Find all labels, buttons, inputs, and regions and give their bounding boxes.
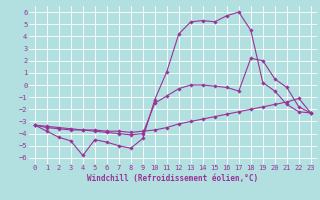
- X-axis label: Windchill (Refroidissement éolien,°C): Windchill (Refroidissement éolien,°C): [87, 174, 258, 183]
